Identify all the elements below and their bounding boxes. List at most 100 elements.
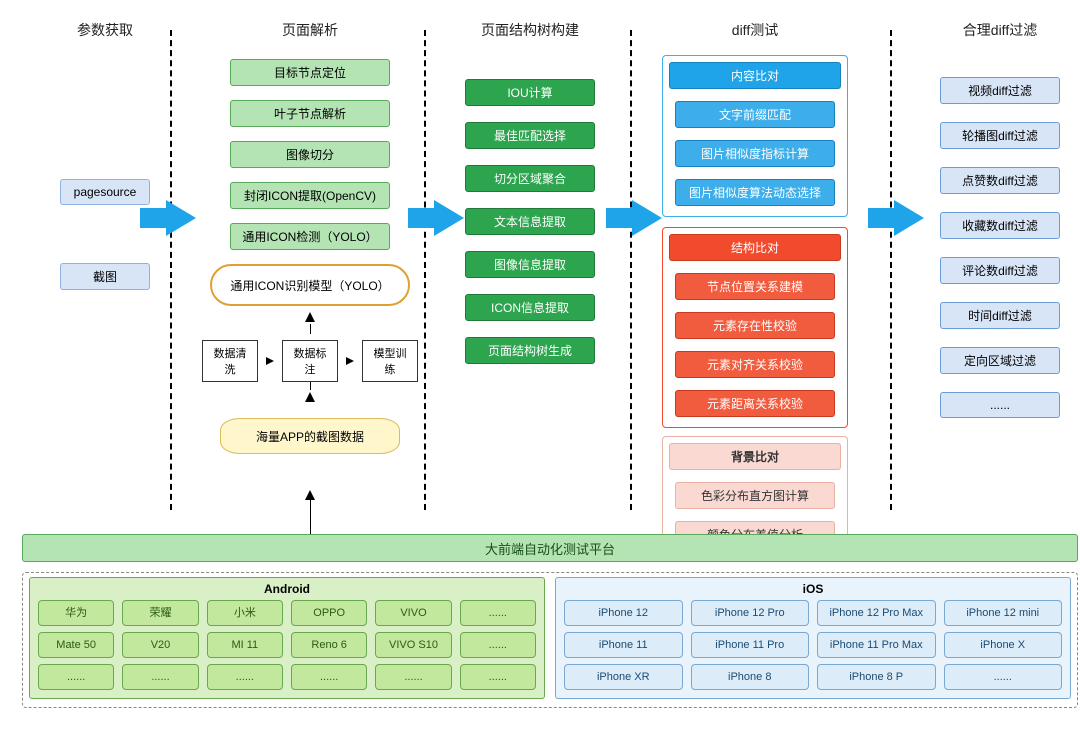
content-items: 文字前缀匹配图片相似度指标计算图片相似度算法动态选择 [675, 97, 835, 210]
arrow-right-icon [346, 357, 354, 365]
diff-item: 图片相似度指标计算 [675, 140, 835, 167]
col-title: 参数获取 [77, 20, 133, 40]
device-cell: ...... [460, 664, 536, 690]
group-structure: 结构比对 节点位置关系建模元素存在性校验元素对齐关系校验元素距离关系校验 [662, 227, 848, 428]
column-parse: 页面解析 目标节点定位叶子节点解析图像切分封闭ICON提取(OpenCV) 通用I… [205, 20, 415, 454]
tree-step: 文本信息提取 [465, 208, 595, 235]
tree-step: 最佳匹配选择 [465, 122, 595, 149]
separator [630, 30, 632, 510]
filter-list: 视频diff过滤轮播图diff过滤点赞数diff过滤收藏数diff过滤评论数di… [940, 73, 1060, 422]
device-cell: iPhone 12 Pro [691, 600, 810, 626]
arrow-up-icon [305, 312, 315, 322]
header-content: 内容比对 [669, 62, 841, 89]
filter-item: 轮播图diff过滤 [940, 122, 1060, 149]
tree-list: IOU计算最佳匹配选择切分区域聚合文本信息提取图像信息提取ICON信息提取页面结… [465, 75, 595, 368]
column-params: 参数获取 pagesource 截图 [40, 20, 170, 294]
device-cell: Mate 50 [38, 632, 114, 658]
diff-item: 色彩分布直方图计算 [675, 482, 835, 509]
device-cell: VIVO S10 [375, 632, 451, 658]
device-cell: OPPO [291, 600, 367, 626]
device-cell: ...... [38, 664, 114, 690]
connector [310, 324, 311, 334]
diff-item: 元素对齐关系校验 [675, 351, 835, 378]
device-cell: ...... [291, 664, 367, 690]
tree-step: 切分区域聚合 [465, 165, 595, 192]
step-clean: 数据清洗 [202, 340, 258, 382]
parse-step: 图像切分 [230, 141, 390, 168]
filter-item: ...... [940, 392, 1060, 418]
platform-label: 大前端自动化测试平台 [485, 539, 615, 558]
ios-grid: iPhone 12 iPhone 12 Pro iPhone 12 Pro Max i… [564, 600, 1062, 690]
parse-step: 叶子节点解析 [230, 100, 390, 127]
filter-item: 点赞数diff过滤 [940, 167, 1060, 194]
device-cell: iPhone 11 Pro [691, 632, 810, 658]
data-cylinder: 海量APP的截图数据 [220, 418, 400, 454]
input-pagesource: pagesource [60, 179, 150, 205]
device-cell: iPhone 11 [564, 632, 683, 658]
device-cell: VIVO [375, 600, 451, 626]
device-cell: 华为 [38, 600, 114, 626]
device-cell: iPhone 12 [564, 600, 683, 626]
filter-item: 定向区域过滤 [940, 347, 1060, 374]
device-cell: ...... [460, 632, 536, 658]
diff-item: 文字前缀匹配 [675, 101, 835, 128]
parse-step: 目标节点定位 [230, 59, 390, 86]
filter-item: 时间diff过滤 [940, 302, 1060, 329]
tree-step: 图像信息提取 [465, 251, 595, 278]
col-title: 页面结构树构建 [481, 20, 579, 40]
parse-list: 目标节点定位叶子节点解析图像切分封闭ICON提取(OpenCV) 通用ICON检测… [230, 55, 390, 254]
device-cell: Reno 6 [291, 632, 367, 658]
diff-item: 元素距离关系校验 [675, 390, 835, 417]
device-cell: 荣耀 [122, 600, 198, 626]
diff-item: 图片相似度算法动态选择 [675, 179, 835, 206]
device-cell: iPhone 12 Pro Max [817, 600, 936, 626]
device-cell: ...... [460, 600, 536, 626]
step-label: 数据标注 [282, 340, 338, 382]
device-cell: 小米 [207, 600, 283, 626]
tree-step: ICON信息提取 [465, 294, 595, 321]
structure-items: 节点位置关系建模元素存在性校验元素对齐关系校验元素距离关系校验 [675, 269, 835, 421]
diff-item: 元素存在性校验 [675, 312, 835, 339]
parse-step: 通用ICON检测（YOLO） [230, 223, 390, 250]
col-title: 合理diff过滤 [963, 20, 1037, 40]
panel-ios: iOS iPhone 12 iPhone 12 Pro iPhone 12 Pro … [555, 577, 1071, 699]
connector [310, 494, 311, 534]
header-structure: 结构比对 [669, 234, 841, 261]
device-cell: ...... [375, 664, 451, 690]
devices-wrap: Android 华为荣耀小米 OPPO VIVO...... Mate 50 V20 MI… [22, 572, 1078, 708]
device-cell: iPhone 11 Pro Max [817, 632, 936, 658]
connector [310, 382, 311, 390]
device-cell: iPhone XR [564, 664, 683, 690]
tree-step: IOU计算 [465, 79, 595, 106]
column-diff: diff测试 内容比对 文字前缀匹配图片相似度指标计算图片相似度算法动态选择 结… [650, 20, 860, 559]
step-train: 模型训练 [362, 340, 418, 382]
device-cell: iPhone 12 mini [944, 600, 1063, 626]
arrow-up-icon [305, 490, 315, 500]
android-title: Android [38, 582, 536, 596]
android-grid: 华为荣耀小米 OPPO VIVO...... Mate 50 V20 MI 11 Reno … [38, 600, 536, 690]
panel-android: Android 华为荣耀小米 OPPO VIVO...... Mate 50 V20 MI… [29, 577, 545, 699]
filter-item: 视频diff过滤 [940, 77, 1060, 104]
device-cell: ...... [207, 664, 283, 690]
separator [170, 30, 172, 510]
arrow-right-icon [266, 357, 274, 365]
cloud-label: 通用ICON识别模型（YOLO） [230, 277, 389, 294]
header-background: 背景比对 [669, 443, 841, 470]
filter-item: 收藏数diff过滤 [940, 212, 1060, 239]
device-cell: ...... [944, 664, 1063, 690]
cylinder-label: 海量APP的截图数据 [256, 428, 364, 445]
col-title: diff测试 [732, 20, 778, 40]
parse-step: 封闭ICON提取(OpenCV) [230, 182, 390, 209]
device-cell: ...... [122, 664, 198, 690]
platform-bar: 大前端自动化测试平台 [22, 534, 1078, 562]
train-steps: 数据清洗 数据标注 模型训练 [202, 340, 418, 382]
device-cell: V20 [122, 632, 198, 658]
col-title: 页面解析 [282, 20, 338, 40]
separator [424, 30, 426, 510]
filter-item: 评论数diff过滤 [940, 257, 1060, 284]
device-cell: iPhone 8 [691, 664, 810, 690]
device-cell: MI 11 [207, 632, 283, 658]
arrow-up-icon [305, 392, 315, 402]
input-screenshot: 截图 [60, 263, 150, 290]
ios-title: iOS [564, 582, 1062, 596]
